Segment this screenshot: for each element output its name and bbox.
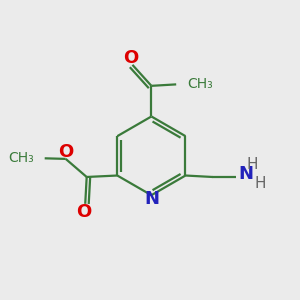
Text: N: N [238,165,253,183]
Text: O: O [123,50,139,68]
Text: CH₃: CH₃ [187,77,213,92]
Text: O: O [76,203,92,221]
Text: O: O [58,143,74,161]
Text: H: H [254,176,266,191]
Text: H: H [247,157,258,172]
Text: N: N [144,190,159,208]
Text: CH₃: CH₃ [8,151,34,165]
